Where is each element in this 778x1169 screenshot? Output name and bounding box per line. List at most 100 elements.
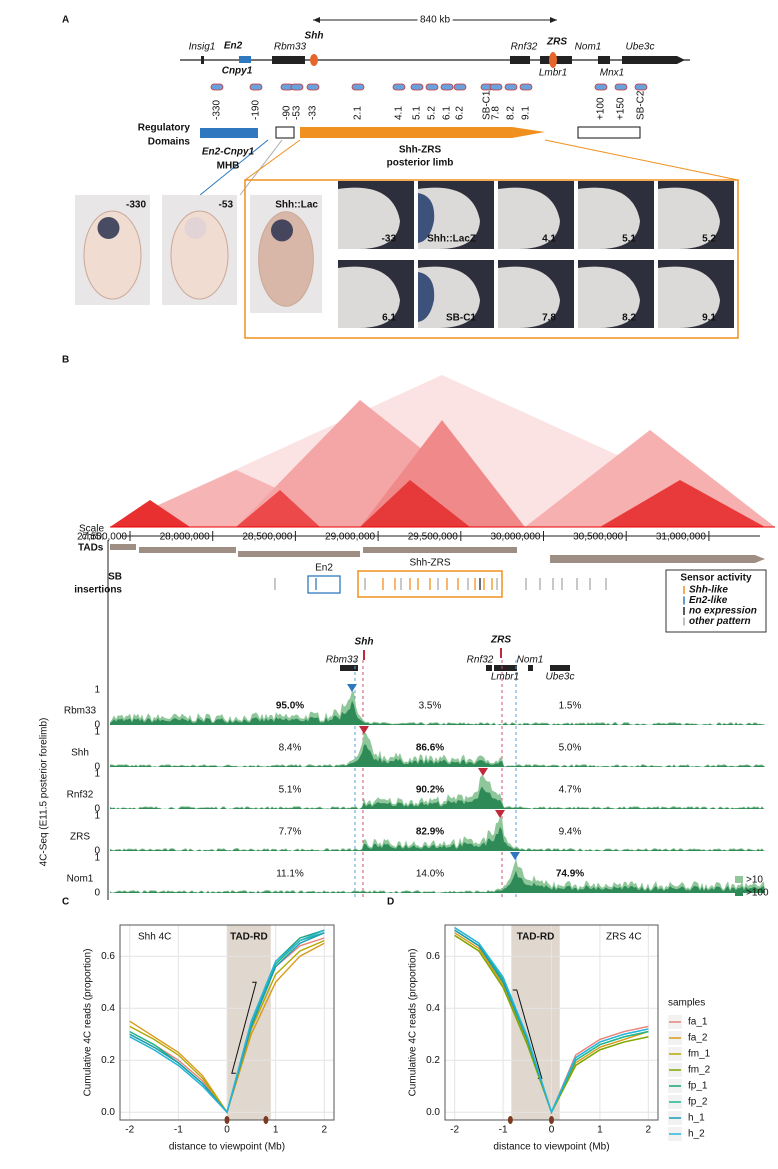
panel-letter: C [62, 897, 69, 908]
gene-label: Cnpy1 [222, 66, 253, 77]
embryo-label: Shh::Lac [275, 200, 318, 211]
limb [658, 187, 720, 249]
track-scale: 1 [94, 685, 100, 696]
domains-label: Regulatory [138, 123, 191, 134]
insertion-label: 5.1 [412, 106, 423, 120]
insertion-marker [351, 83, 365, 91]
signal-area [110, 700, 765, 725]
band-label: TAD-RD [517, 932, 555, 943]
y-tick-label: 0.4 [101, 1003, 115, 1014]
legend-item: En2-like [689, 595, 728, 606]
shh-gene [310, 54, 318, 66]
coord-label: 31,000,000 [656, 532, 706, 543]
insertion-marker [594, 83, 608, 91]
y-tick-label: 0.2 [101, 1055, 115, 1066]
insertion-marker [306, 83, 320, 91]
chrom-label: chr5: [82, 532, 104, 543]
legend-item: fa_2 [688, 1033, 708, 1044]
en2-domain-bar [200, 128, 258, 138]
zrs-element [549, 52, 557, 68]
stain [418, 193, 435, 243]
x-tick-label: 2 [321, 1125, 327, 1136]
insertion-marker [634, 83, 648, 91]
stain [97, 217, 120, 239]
insertion-marker [453, 83, 467, 91]
percent-label: 9.4% [559, 827, 582, 838]
insertion-label: SB-C2 [636, 90, 647, 120]
stain [418, 272, 435, 322]
coord-label: 28,500,000 [242, 532, 292, 543]
legend-item: h_1 [688, 1113, 705, 1124]
gene-label: ZRS [546, 37, 567, 48]
connector [239, 139, 283, 196]
viewpoint-marker [495, 810, 505, 818]
y-axis-label: Cumulative 4C reads (proportion) [408, 949, 419, 1097]
gene-label: Rbm33 [326, 655, 359, 666]
percent-label: 86.6% [416, 743, 444, 754]
embryo-label: -53 [219, 200, 234, 211]
limb-label: 4.1 [542, 234, 556, 245]
y-tick-label: 0.0 [101, 1107, 115, 1118]
insertion-label: +150 [616, 97, 627, 120]
viewpoint-marker [510, 852, 520, 860]
gene-label: Shh [305, 31, 324, 42]
limb-label: 7.8 [542, 313, 556, 324]
insertion-label: 2.1 [353, 106, 364, 120]
stain [271, 219, 293, 242]
gene-body [598, 56, 610, 64]
percent-label: 14.0% [416, 869, 444, 880]
x-tick-label: -2 [125, 1125, 134, 1136]
track-scale: 0 [94, 762, 100, 773]
limb-label: 8.2 [622, 313, 636, 324]
coord-label: 29,000,000 [325, 532, 375, 543]
track-scale: 0 [94, 846, 100, 857]
percent-label: 8.4% [279, 743, 302, 754]
track-label: SB [108, 572, 122, 583]
stain [184, 217, 207, 239]
insertion-label: 9.1 [521, 106, 532, 120]
percent-label: 11.1% [276, 869, 304, 880]
insertion-marker [210, 83, 224, 91]
legend-item: fp_2 [688, 1097, 708, 1108]
percent-label: 5.0% [559, 743, 582, 754]
x-axis-label: distance to viewpoint (Mb) [169, 1142, 285, 1153]
coord-label: 29,500,000 [408, 532, 458, 543]
signal-area [110, 786, 765, 809]
limb-frame [244, 179, 739, 339]
limb [498, 266, 560, 328]
gene-label: Nom1 [575, 42, 602, 53]
gene-label: ZRS [490, 635, 511, 646]
insertion-marker [249, 83, 263, 91]
insertion-marker [489, 83, 503, 91]
domain-name: Shh-ZRS [399, 145, 442, 156]
coord-label: 30,500,000 [573, 532, 623, 543]
gene-label: Mnx1 [600, 68, 624, 79]
viewpoint-marker [263, 1116, 269, 1124]
track-scale: 0 [94, 804, 100, 815]
insertion-label: 5.2 [427, 106, 438, 120]
y-axis-label: Cumulative 4C reads (proportion) [83, 949, 94, 1097]
track-name: Rnf32 [67, 790, 94, 801]
track-scale: 0 [94, 888, 100, 899]
legend-item: fm_2 [688, 1065, 711, 1076]
embryo-label: -330 [126, 200, 146, 211]
limb [338, 266, 400, 328]
gene-label: Nom1 [517, 655, 544, 666]
annotation: ZRS 4C [606, 932, 642, 943]
limb-label: 9.1 [702, 313, 716, 324]
scale-label: Scale [79, 524, 104, 535]
gene-body [622, 56, 685, 64]
percent-label: 90.2% [416, 785, 444, 796]
x-tick-label: -1 [499, 1125, 508, 1136]
insertion-label: -90 [282, 105, 293, 120]
percent-label: 7.7% [279, 827, 302, 838]
track-scale: 0 [94, 720, 100, 731]
gene-label: Ube3c [626, 42, 655, 53]
legend-item: other pattern [689, 616, 751, 627]
domain-name: En2-Cnpy1 [202, 147, 255, 158]
panel-letter: A [62, 15, 69, 26]
viewpoint-marker [347, 684, 357, 692]
insertion-marker [440, 83, 454, 91]
domain-name: posterior limb [387, 158, 454, 169]
connector [244, 139, 739, 181]
